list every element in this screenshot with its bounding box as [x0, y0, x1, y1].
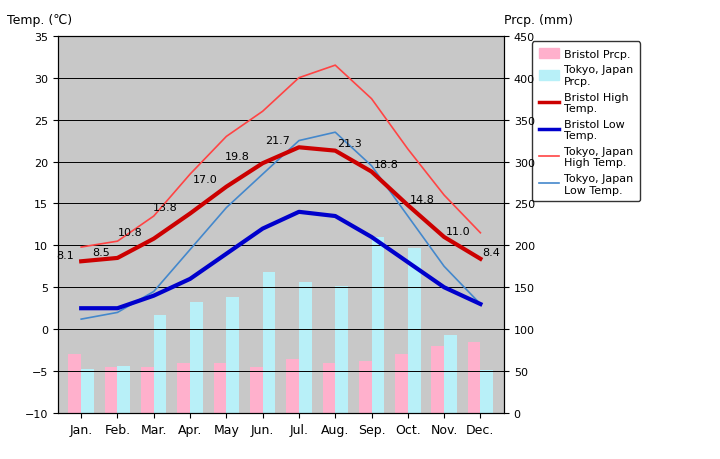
Bar	[408, 248, 420, 413]
Text: 13.8: 13.8	[153, 203, 177, 213]
Bar	[395, 354, 408, 413]
Bar	[444, 336, 456, 413]
Bar	[214, 363, 226, 413]
Bar	[480, 370, 493, 413]
Text: 8.4: 8.4	[482, 248, 500, 258]
Bar	[105, 367, 117, 413]
Bar	[141, 367, 154, 413]
Bar	[359, 361, 372, 413]
Text: 17.0: 17.0	[192, 175, 217, 185]
Bar	[190, 302, 203, 413]
Bar	[372, 237, 384, 413]
Bar	[431, 346, 444, 413]
Text: 14.8: 14.8	[410, 194, 434, 204]
Bar	[177, 363, 190, 413]
Text: 11.0: 11.0	[446, 226, 471, 236]
Text: 8.1: 8.1	[56, 250, 74, 260]
Text: Temp. (℃): Temp. (℃)	[7, 14, 72, 27]
Bar	[226, 298, 239, 413]
Text: 18.8: 18.8	[374, 160, 398, 170]
Bar	[154, 315, 166, 413]
Text: 21.3: 21.3	[337, 139, 362, 149]
Text: 21.7: 21.7	[265, 136, 290, 146]
Bar	[263, 273, 275, 413]
Bar	[81, 369, 94, 413]
Bar	[117, 366, 130, 413]
Text: 19.8: 19.8	[225, 151, 250, 162]
Text: 10.8: 10.8	[118, 228, 143, 238]
Bar	[287, 359, 299, 413]
Bar	[468, 342, 480, 413]
Text: Prcp. (mm): Prcp. (mm)	[504, 14, 573, 27]
Bar	[336, 286, 348, 413]
Bar	[68, 354, 81, 413]
Bar	[323, 363, 336, 413]
Legend: Bristol Prcp., Tokyo, Japan
Prcp., Bristol High
Temp., Bristol Low
Temp., Tokyo,: Bristol Prcp., Tokyo, Japan Prcp., Brist…	[532, 42, 640, 202]
Bar	[299, 283, 312, 413]
Bar	[250, 367, 263, 413]
Text: 8.5: 8.5	[92, 247, 110, 257]
